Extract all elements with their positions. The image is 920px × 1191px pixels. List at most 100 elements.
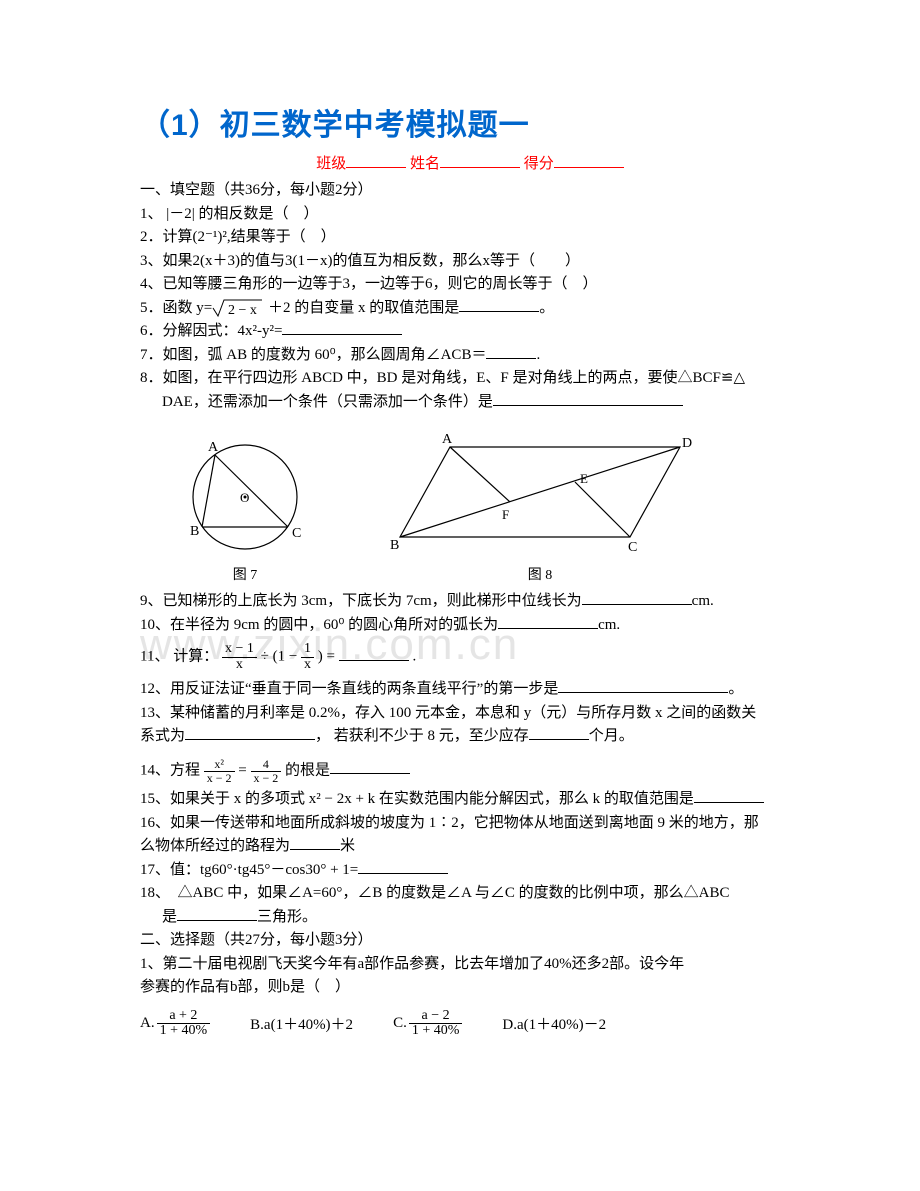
q10-blank <box>498 614 598 629</box>
q13-text-b: 系式为 <box>140 728 185 744</box>
frac-num: 4 <box>251 758 282 772</box>
q16-line2: 么物体所经过的路程为 米 <box>140 835 800 858</box>
q8-line1: 8．如图，在平行四边形 ABCD 中，BD 是对角线，E、F 是对角线上的两点，… <box>140 367 800 390</box>
fig8-label: 图 8 <box>380 564 700 584</box>
name-blank <box>440 153 520 168</box>
q6-blank <box>282 320 402 335</box>
q13-text-d: 个月。 <box>589 728 634 744</box>
q9: 9、已知梯形的上底长为 3cm，下底长为 7cm，则此梯形中位线长为cm. <box>140 590 800 613</box>
q5-blank <box>459 297 539 312</box>
q14-frac1: x²x − 2 <box>204 758 235 784</box>
class-blank <box>346 153 406 168</box>
q11-frac2: 1x <box>301 642 314 672</box>
q14: 14、方程 x²x − 2 = 4x − 2 的根是 <box>140 758 800 784</box>
q13-text-c: ， 若获利不少于 8 元，至少应存 <box>315 728 529 744</box>
fig8-B: B <box>390 538 399 553</box>
figure-8: A D B C E F 图 8 <box>380 427 700 584</box>
q9-suffix: cm. <box>692 593 714 609</box>
frac-den: x − 2 <box>204 772 235 785</box>
q11-blank <box>339 646 409 661</box>
choice-c-frac: a − 21 + 40% <box>409 1009 463 1039</box>
sqrt-icon: 2 − x <box>212 297 264 319</box>
fig8-A: A <box>442 432 453 447</box>
frac-den: x <box>301 658 314 673</box>
q13-blank1 <box>185 725 315 740</box>
choice-row: A. a + 21 + 40% B.a(1＋40%)＋2 C. a − 21 +… <box>140 1009 800 1039</box>
q15: 15、如果关于 x 的多项式 x² − 2x + k 在实数范围内能分解因式，那… <box>140 788 800 811</box>
figure-8-svg: A D B C E F <box>380 427 700 562</box>
q17-blank <box>358 859 448 874</box>
q12-blank <box>558 678 728 693</box>
q17-text: 17、值：tg60°·tg45°－cos30° + 1= <box>140 862 358 878</box>
q16-line1: 16、如果一传送带和地面所成斜坡的坡度为 1∶2，它把物体从地面送到离地面 9 … <box>140 812 800 835</box>
q18-line2: 是三角形。 <box>140 906 800 929</box>
q13-line1: 13、某种储蓄的月利率是 0.2%，存入 100 元本金，本息和 y（元）与所存… <box>140 702 800 725</box>
choice-b: B.a(1＋40%)＋2 <box>250 1009 353 1039</box>
sqrt-content: 2 − x <box>228 303 257 318</box>
name-label: 姓名 <box>410 156 440 172</box>
q5: 5．函数 y=2 − x ＋2 的自变量 x 的取值范围是。 <box>140 297 800 320</box>
figure-7: A B C O 图 7 <box>170 427 320 584</box>
q16-text-b: 么物体所经过的路程为 <box>140 838 290 854</box>
q11-suffix: . <box>409 649 417 665</box>
s1-line2: 参赛的作品有b部，则b是（ ） <box>140 976 800 999</box>
q15-text: 15、如果关于 x 的多项式 x² − 2x + k 在实数范围内能分解因式，那… <box>140 791 694 807</box>
fig8-D: D <box>682 436 692 451</box>
q18-line1: 18、 △ABC 中，如果∠A=60°，∠B 的度数是∠A 与∠C 的度数的比例… <box>140 882 800 905</box>
q12-text: 12、用反证法证“垂直于同一条直线的两条直线平行”的第一步是 <box>140 681 558 697</box>
q13-line2: 系式为 ， 若获利不少于 8 元，至少应存 个月。 <box>140 725 800 748</box>
section-1-header: 一、填空题（共36分，每小题2分） <box>140 179 800 202</box>
frac-den: x <box>222 658 257 673</box>
q11-mid: ÷ (1 − <box>261 649 301 665</box>
choice-a: A. a + 21 + 40% <box>140 1009 210 1039</box>
q13-blank2 <box>529 725 589 740</box>
frac-den: x − 2 <box>251 772 282 785</box>
q14-blank <box>330 759 410 774</box>
q7-blank <box>486 344 536 359</box>
frac-num: x − 1 <box>222 642 257 658</box>
figures-row: A B C O 图 7 A D B C E F 图 8 <box>170 427 800 584</box>
fig8-F: F <box>502 507 509 522</box>
q11-frac1: x − 1x <box>222 642 257 672</box>
frac-den: 1 + 40% <box>409 1024 463 1039</box>
q10: 10、在半径为 9cm 的圆中，60⁰ 的圆心角所对的弧长为cm. <box>140 614 800 637</box>
fig7-B: B <box>190 524 199 539</box>
frac-num: x² <box>204 758 235 772</box>
q18-text-b: 是 <box>162 909 177 925</box>
choice-c-label: C. <box>393 1015 407 1032</box>
class-label: 班级 <box>316 156 346 172</box>
q8-blank <box>493 391 683 406</box>
choice-d: D.a(1＋40%)－2 <box>502 1009 606 1039</box>
section-2-header: 二、选择题（共27分，每小题3分） <box>140 929 800 952</box>
q6: 6．分解因式：4x²-y²= <box>140 320 800 343</box>
frac-num: 1 <box>301 642 314 658</box>
q11: 11、 计算： x − 1x ÷ (1 − 1x ) = . <box>140 642 800 672</box>
choice-a-label: A. <box>140 1015 155 1032</box>
q7-text: 7．如图，弧 AB 的度数为 60⁰，那么圆周角∠ACB＝ <box>140 347 486 363</box>
q16-blank <box>290 835 340 850</box>
q7: 7．如图，弧 AB 的度数为 60⁰，那么圆周角∠ACB＝. <box>140 344 800 367</box>
q3: 3、如果2(x＋3)的值与3(1－x)的值互为相反数，那么x等于（ ） <box>140 250 800 273</box>
fig7-A: A <box>208 440 219 455</box>
q5-text-a: 5．函数 y= <box>140 300 212 316</box>
q14-text-b: 的根是 <box>285 762 330 778</box>
fig7-C: C <box>292 526 301 541</box>
page-title: （1）初三数学中考模拟题一 <box>140 100 800 144</box>
score-blank <box>554 153 624 168</box>
choice-c: C. a − 21 + 40% <box>393 1009 462 1039</box>
q16-text-c: 米 <box>340 838 355 854</box>
q2: 2．计算(2⁻¹)²,结果等于（ ） <box>140 226 800 249</box>
q18-blank <box>177 906 257 921</box>
frac-num: a − 2 <box>409 1009 463 1025</box>
s1-line1: 1、第二十届电视剧飞天奖今年有a部作品参赛，比去年增加了40%还多2部。设今年 <box>140 953 800 976</box>
q14-text-a: 14、方程 <box>140 762 204 778</box>
q10-text: 10、在半径为 9cm 的圆中，60⁰ 的圆心角所对的弧长为 <box>140 617 498 633</box>
fig8-C: C <box>628 540 637 555</box>
fig8-E: E <box>580 471 588 486</box>
fig7-label: 图 7 <box>170 564 320 584</box>
q11-text-a: 11、 计算： <box>140 649 218 665</box>
q11-text-b: ) = <box>318 649 339 665</box>
q14-frac2: 4x − 2 <box>251 758 282 784</box>
figure-7-svg: A B C O <box>170 427 320 562</box>
q14-eq: = <box>238 762 250 778</box>
